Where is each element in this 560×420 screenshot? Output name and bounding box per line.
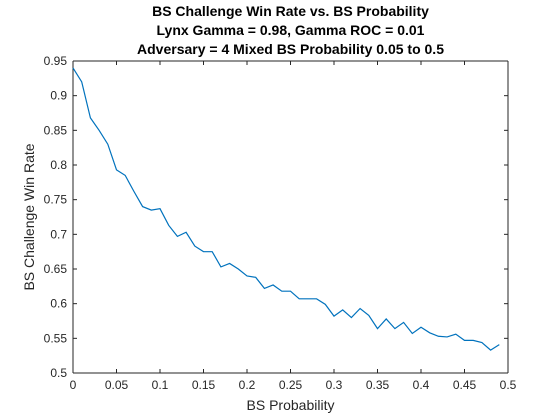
x-tick-label: 0.45 [453,378,477,392]
x-tick-label: 0 [70,378,77,392]
y-tick-label: 0.8 [50,158,67,172]
y-axis-label: BS Challenge Win Rate [21,143,37,290]
x-tick-label: 0.3 [326,378,343,392]
chart-title-line-1: BS Challenge Win Rate vs. BS Probability [152,3,429,19]
y-tick-label: 0.7 [50,227,67,241]
x-tick-label: 0.25 [279,378,303,392]
y-axis-ticks: 0.5 0.55 0.6 0.65 0.7 0.75 0.8 0.85 0.9 0.95 [44,54,508,380]
plot-area [72,67,500,351]
chart-title-line-3: Adversary = 4 Mixed BS Probability 0.05 … [137,41,444,57]
axes [72,60,509,374]
x-tick-label: 0.35 [366,378,390,392]
x-axis-ticks: 0 0.05 0.1 0.15 0.2 0.25 0.3 0.35 0.4 0.45 0.5 [70,61,517,392]
x-axis-label: BS Probability [247,397,335,413]
y-tick-label: 0.65 [44,262,68,276]
y-tick-label: 0.85 [44,123,68,137]
x-tick-label: 0.4 [413,378,430,392]
chart-title-line-2: Lynx Gamma = 0.98, Gamma ROC = 0.01 [157,22,425,38]
y-tick-label: 0.75 [44,193,68,207]
y-tick-label: 0.6 [50,297,67,311]
y-tick-label: 0.55 [44,331,68,345]
x-tick-label: 0.5 [500,378,517,392]
x-tick-label: 0.1 [152,378,169,392]
y-tick-label: 0.9 [50,89,67,103]
y-tick-label: 0.5 [50,366,67,380]
x-tick-label: 0.05 [105,378,129,392]
series-line-1 [72,67,500,351]
chart-title: BS Challenge Win Rate vs. BS Probability… [137,3,444,57]
y-tick-label: 0.95 [44,54,68,68]
x-tick-label: 0.2 [239,378,256,392]
x-tick-label: 0.15 [192,378,216,392]
